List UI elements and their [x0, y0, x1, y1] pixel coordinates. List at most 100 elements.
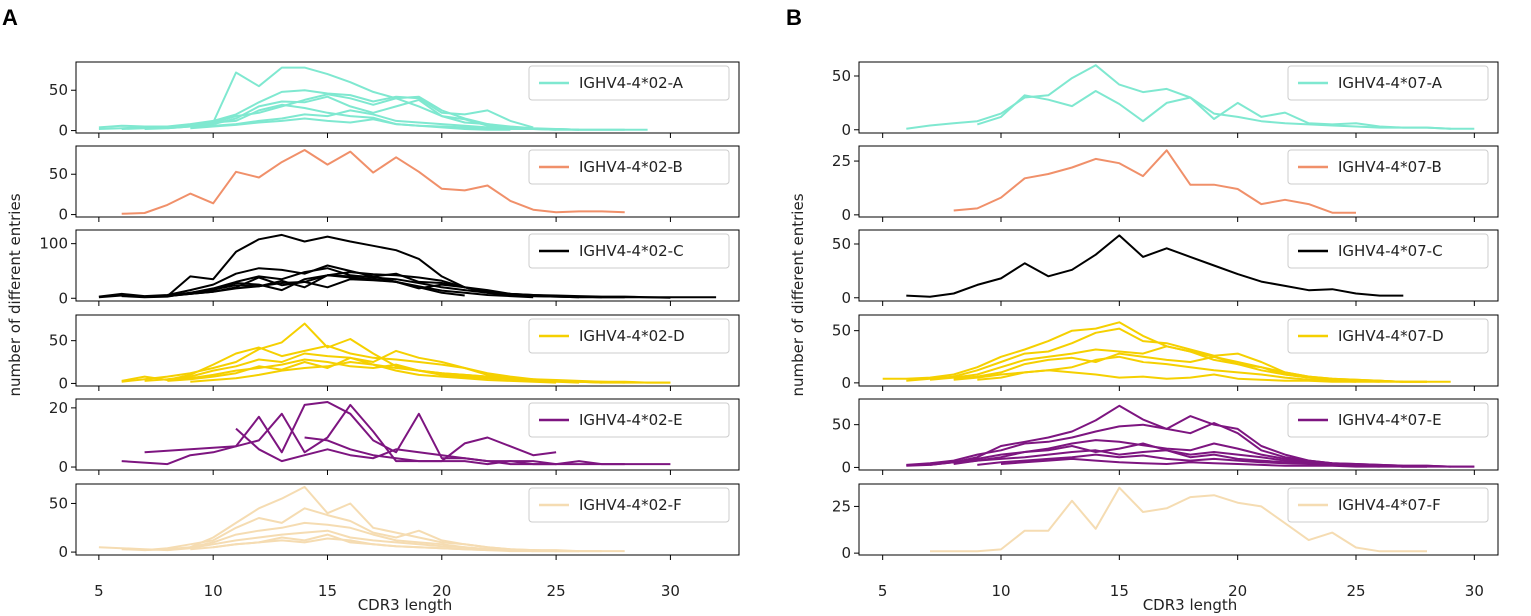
series-line-6: [167, 274, 465, 297]
subplot-frame: [858, 398, 1499, 471]
panel-a-subplot-1: 0 50 IGHV4-4*02-A: [49, 61, 740, 140]
legend-label: IGHV4-4*02-F: [579, 496, 682, 514]
legend-label: IGHV4-4*07-F: [1338, 496, 1441, 514]
series-line-4: [953, 352, 1380, 383]
legend: IGHV4-4*07-E: [1287, 402, 1489, 438]
panel-b-subplot-2: 0 25 IGHV4-4*07-B: [832, 145, 1499, 224]
series-line-6: [977, 453, 1380, 468]
legend: IGHV4-4*07-C: [1287, 233, 1489, 269]
legend: IGHV4-4*02-E: [528, 402, 730, 438]
panel-b-subplot-4: 0 50 IGHV4-4*07-D: [832, 314, 1499, 392]
y-tick-label: 50: [832, 235, 851, 253]
panel-a-subplot-3: 0 100 IGHV4-4*02-C: [39, 229, 740, 307]
y-tick-label: 50: [49, 165, 68, 183]
legend-label: IGHV4-4*02-B: [579, 158, 683, 176]
legend-box: [1287, 233, 1489, 269]
legend-label: IGHV4-4*07-E: [1338, 411, 1442, 429]
series-line-2: [976, 90, 1451, 130]
panel-b-subplot-3: 0 50 IGHV4-4*07-C: [832, 229, 1499, 307]
legend: IGHV4-4*07-F: [1287, 487, 1489, 523]
y-tick-label: 0: [58, 206, 68, 224]
legend-box: [1287, 487, 1489, 523]
y-tick-label: 50: [832, 67, 851, 85]
series-line-2: [98, 89, 534, 129]
panel-a-subplot-2: 0 50 IGHV4-4*02-B: [49, 145, 740, 224]
y-tick-label: 50: [49, 81, 68, 99]
x-tick-label: 20: [1228, 582, 1247, 600]
y-tick-label: 0: [841, 544, 851, 562]
x-tick-label: 20: [432, 582, 451, 600]
y-tick-label: 0: [841, 206, 851, 224]
legend-box: [1287, 402, 1489, 438]
subplot-frame: [75, 483, 740, 556]
series-line-1: [930, 486, 1427, 553]
legend: IGHV4-4*02-A: [528, 65, 730, 101]
subplot-frame: [75, 314, 740, 387]
legend: IGHV4-4*02-D: [528, 318, 730, 354]
legend: IGHV4-4*02-B: [528, 149, 730, 185]
legend-box: [528, 487, 730, 523]
legend: IGHV4-4*02-C: [528, 233, 730, 269]
x-tick-label: 5: [94, 582, 104, 600]
x-tick-label: 10: [991, 582, 1010, 600]
x-tick-label: 15: [318, 582, 337, 600]
legend-box: [528, 402, 730, 438]
legend: IGHV4-4*07-B: [1287, 149, 1489, 185]
series-line-6: [953, 369, 1427, 383]
panel-a-x-axis-label: CDR3 length: [358, 596, 453, 614]
series-line-1: [953, 149, 1356, 214]
y-tick-label: 25: [832, 152, 851, 170]
subplot-frame: [75, 61, 740, 134]
y-tick-label: 0: [58, 458, 68, 476]
series-line-2: [144, 403, 557, 463]
series-line-7: [190, 271, 625, 299]
series-line-1: [906, 234, 1404, 298]
legend-box: [1287, 149, 1489, 185]
series-line-6: [167, 356, 557, 384]
y-tick-label: 100: [39, 235, 68, 253]
legend: IGHV4-4*07-D: [1287, 318, 1489, 354]
y-tick-label: 50: [832, 322, 851, 340]
legend-label: IGHV4-4*07-A: [1338, 74, 1443, 92]
y-tick-label: 25: [832, 497, 851, 515]
legend-box: [528, 149, 730, 185]
x-tick-label: 10: [204, 582, 223, 600]
legend-label: IGHV4-4*02-E: [579, 411, 683, 429]
x-tick-label: 5: [878, 582, 888, 600]
legend-label: IGHV4-4*07-C: [1338, 242, 1443, 260]
panel-label-b: B: [786, 5, 802, 30]
series-line-6: [213, 537, 579, 553]
series-line-7: [1000, 457, 1475, 468]
legend-label: IGHV4-4*02-A: [579, 74, 684, 92]
subplot-frame: [858, 229, 1499, 302]
panel-b-subplot-1: 0 50 IGHV4-4*07-A: [832, 61, 1499, 139]
panel-b-x-axis-label: CDR3 length: [1143, 596, 1238, 614]
subplot-frame: [75, 229, 740, 302]
legend-label: IGHV4-4*07-B: [1338, 158, 1442, 176]
legend-label: IGHV4-4*02-C: [579, 242, 684, 260]
legend-box: [1287, 318, 1489, 354]
y-tick-label: 0: [841, 289, 851, 307]
panel-b-y-axis-label: number of different entries: [789, 193, 807, 396]
y-tick-label: 50: [49, 332, 68, 350]
legend-box: [1287, 65, 1489, 101]
y-tick-label: 0: [58, 543, 68, 561]
y-tick-label: 50: [832, 416, 851, 434]
x-tick-label: 25: [1346, 582, 1365, 600]
series-line-7: [167, 103, 511, 131]
panel-label-a: A: [2, 5, 18, 30]
panel-a-subplot-4: 0 50 IGHV4-4*02-D: [49, 314, 740, 392]
series-line-2: [121, 507, 579, 553]
y-tick-label: 50: [49, 494, 68, 512]
legend: IGHV4-4*07-A: [1287, 65, 1489, 101]
legend-label: IGHV4-4*07-D: [1338, 327, 1444, 345]
subplot-frame: [858, 145, 1499, 218]
x-tick-label: 30: [1465, 582, 1484, 600]
series-line-4: [304, 436, 625, 466]
subplot-frame: [858, 61, 1499, 134]
y-tick-label: 0: [58, 122, 68, 140]
subplot-frame: [858, 483, 1499, 556]
x-tick-label: 30: [661, 582, 680, 600]
